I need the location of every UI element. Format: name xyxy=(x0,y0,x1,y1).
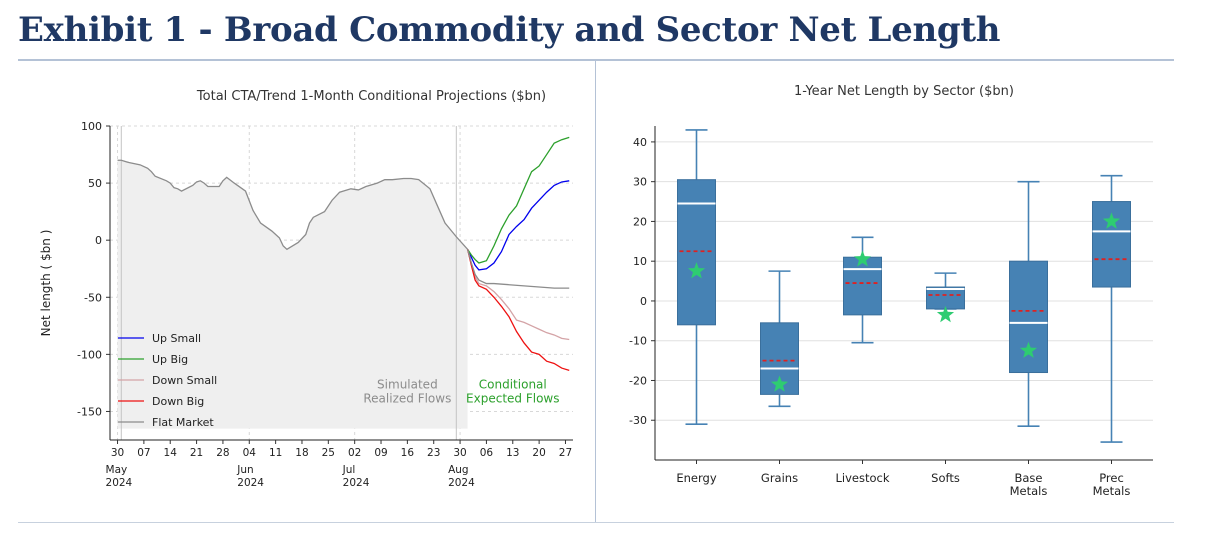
x-tick-label: 30 xyxy=(111,447,124,459)
x-tick-year: 2024 xyxy=(106,477,133,489)
cta-projection-chart: Total CTA/Trend 1-Month Conditional Proj… xyxy=(39,89,573,489)
x-tick-label: Softs xyxy=(931,471,960,485)
x-tick-label: Energy xyxy=(676,471,716,485)
x-tick-label: 13 xyxy=(506,447,519,459)
x-tick-label: 23 xyxy=(427,447,440,459)
x-tick-label: 16 xyxy=(401,447,415,459)
page-title: Exhibit 1 - Broad Commodity and Sector N… xyxy=(18,10,1001,50)
chart-title: Total CTA/Trend 1-Month Conditional Proj… xyxy=(196,89,546,104)
x-tick-year: 2024 xyxy=(448,477,475,489)
realized-flows-area xyxy=(117,160,468,429)
x-tick-label: Livestock xyxy=(835,471,889,485)
y-tick-label: 0 xyxy=(95,234,102,247)
y-tick-label: -20 xyxy=(629,374,647,387)
x-tick-label: 07 xyxy=(137,447,150,459)
y-tick-label: 10 xyxy=(633,255,647,268)
x-tick-month: Jun xyxy=(236,464,253,476)
y-tick-label: -100 xyxy=(77,348,102,361)
y-tick-label: 50 xyxy=(88,177,102,190)
x-tick-label: Grains xyxy=(761,471,798,485)
x-tick-label: 02 xyxy=(348,447,361,459)
y-tick-label: -30 xyxy=(629,414,647,427)
x-tick-label: 20 xyxy=(532,447,545,459)
x-tick-label: 11 xyxy=(269,447,282,459)
chart-title: 1-Year Net Length by Sector ($bn) xyxy=(794,84,1014,99)
current-value-star xyxy=(687,262,706,279)
series-line-up-small xyxy=(467,180,570,271)
x-tick-label: Metals xyxy=(1093,484,1131,498)
x-tick-label: 25 xyxy=(322,447,335,459)
current-value-star xyxy=(936,305,955,323)
series-line-down-big xyxy=(466,249,570,371)
panel-divider xyxy=(595,61,596,522)
x-tick-month: Jul xyxy=(342,464,356,476)
x-tick-label: Metals xyxy=(1010,484,1048,498)
sector-boxplot-chart: 1-Year Net Length by Sector ($bn) -30 -20 -… xyxy=(629,84,1153,498)
current-value-star xyxy=(1102,212,1121,229)
x-tick-label: 04 xyxy=(243,447,257,459)
x-tick-year: 2024 xyxy=(343,477,370,489)
x-tick-month: Aug xyxy=(448,464,469,476)
legend-label: Flat Market xyxy=(152,416,214,429)
x-tick-label: 30 xyxy=(453,447,466,459)
historical-net-length-line xyxy=(117,159,469,251)
x-tick-label: 28 xyxy=(216,447,229,459)
box-iqr xyxy=(926,286,965,310)
x-tick-year: 2024 xyxy=(237,477,264,489)
y-tick-label: -50 xyxy=(84,291,102,304)
x-tick-label: 14 xyxy=(164,447,178,459)
box-iqr xyxy=(843,256,882,316)
legend-label: Up Big xyxy=(152,353,188,366)
x-tick-label: 21 xyxy=(190,447,203,459)
legend-label: Down Small xyxy=(152,374,217,387)
y-tick-label: 0 xyxy=(640,295,647,308)
x-tick-label: 27 xyxy=(559,447,572,459)
x-tick-label: 18 xyxy=(295,447,308,459)
title-underline xyxy=(18,59,1174,61)
series-line-down-small xyxy=(466,249,570,341)
flow-annotation: Conditional xyxy=(479,378,547,392)
bottom-rule xyxy=(18,522,1174,523)
y-axis-label: Net length ( $bn ) xyxy=(39,230,53,337)
x-tick-month: May xyxy=(106,464,128,476)
flow-annotation: Realized Flows xyxy=(363,392,451,406)
series-line-up-big xyxy=(467,136,570,264)
current-value-star xyxy=(853,250,872,267)
x-tick-label: Base xyxy=(1014,471,1042,485)
x-tick-label: 09 xyxy=(374,447,387,459)
current-value-star xyxy=(1019,341,1038,358)
y-tick-label: 100 xyxy=(81,120,102,133)
y-tick-label: 40 xyxy=(633,136,647,149)
y-tick-label: -150 xyxy=(77,405,102,418)
box-iqr xyxy=(1009,260,1048,374)
flow-annotation: Expected Flows xyxy=(466,392,559,406)
series-line-flat-market xyxy=(466,249,570,289)
x-tick-label: 06 xyxy=(480,447,494,459)
x-tick-label: Prec xyxy=(1099,471,1124,485)
y-tick-label: -10 xyxy=(629,335,647,348)
legend-label: Down Big xyxy=(152,395,204,408)
y-tick-label: 20 xyxy=(633,215,647,228)
legend-label: Up Small xyxy=(152,332,201,345)
box-iqr xyxy=(677,179,716,326)
y-tick-label: 30 xyxy=(633,176,647,189)
current-value-star xyxy=(770,375,789,392)
flow-annotation: Simulated xyxy=(377,378,438,392)
